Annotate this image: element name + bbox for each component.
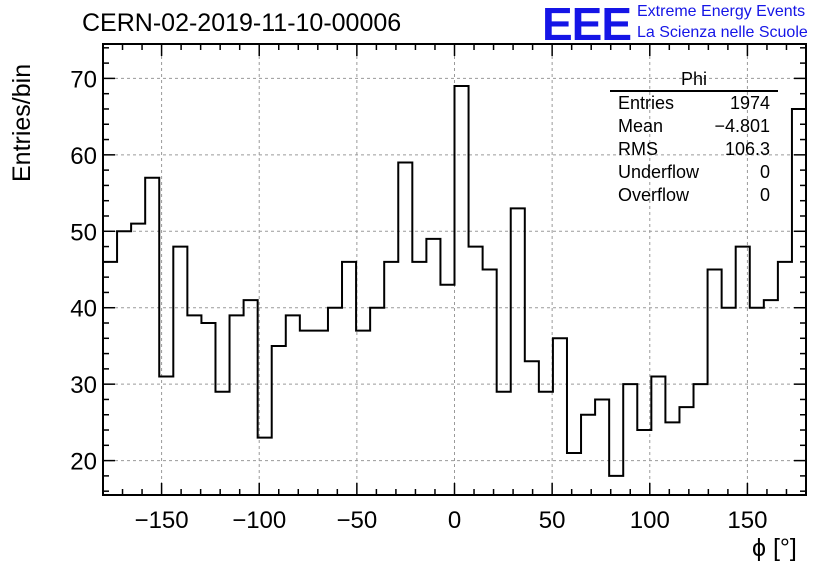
logo-tagline-1: Extreme Energy Events [637,3,806,20]
histogram-bin [679,407,693,495]
histogram-bin [665,422,679,495]
histogram-bin [342,262,356,495]
x-tick-label: −50 [337,507,378,534]
y-tick-label: 20 [70,449,97,476]
histogram-bin [694,384,708,495]
stats-row-overflow: Overflow 0 [610,184,778,207]
stats-value: 106.3 [724,139,770,159]
histogram-bin [469,247,483,495]
histogram-bin [173,247,187,495]
histogram-bin [595,399,609,495]
x-tick-label: −100 [232,507,286,534]
stats-row-rms: RMS 106.3 [610,138,778,161]
histogram-bin [750,308,764,495]
stats-value: 0 [759,162,770,182]
y-tick-label: 40 [70,296,97,323]
stats-label: Mean [618,116,664,136]
histogram-bin [623,384,637,495]
logo-tagline-2: La Scienza nelle Scuole [637,24,808,41]
histogram-bin [764,300,778,495]
histogram-bin [567,453,581,495]
histogram-bin [426,239,440,495]
histogram-bin [145,178,159,495]
x-tick-label: 100 [630,507,670,534]
histogram-bin [384,262,398,495]
histogram-bin [314,331,328,495]
x-axis-label: ϕ [°] [752,534,797,562]
histogram-bin [651,377,665,495]
x-tick-label: 0 [448,507,461,534]
histogram-bin [539,392,553,495]
y-tick-label: 50 [70,219,97,246]
histogram-bin [201,323,215,495]
stats-row-entries: Entries 1974 [610,92,778,115]
histogram-bin [525,361,539,495]
histogram-bin [581,415,595,495]
histogram-bin [511,208,525,495]
stats-row-underflow: Underflow 0 [610,161,778,184]
y-tick-label: 30 [70,372,97,399]
histogram-bin [455,86,469,495]
y-tick-label: 70 [70,66,97,93]
histogram-bin [440,285,454,495]
histogram-bin [398,162,412,495]
x-tick-label: −150 [135,507,189,534]
stats-label: Overflow [618,185,690,205]
y-tick-label: 60 [70,143,97,170]
stats-value: 0 [759,185,770,205]
stats-title: Phi [610,68,778,92]
histogram-bin [722,308,736,495]
histogram-bin [286,315,300,495]
stats-box: Phi Entries 1974 Mean −4.801 RMS 106.3 U… [610,68,778,207]
histogram-bin [792,109,806,495]
stats-label: Underflow [618,162,700,182]
histogram-bin [159,377,173,495]
histogram-bin [370,308,384,495]
histogram-bin [272,346,286,495]
histogram-bin [736,247,750,495]
histogram-bin [356,331,370,495]
x-tick-label: 150 [727,507,767,534]
histogram-bin [187,315,201,495]
stats-value: 1974 [729,93,770,113]
run-title: CERN-02-2019-11-10-00006 [82,9,402,37]
eee-logo: EEE [542,0,632,50]
stats-label: Entries [618,93,675,113]
histogram-bin [230,315,244,495]
stats-row-mean: Mean −4.801 [610,115,778,138]
histogram-bin [497,392,511,495]
x-tick-label: 50 [539,507,566,534]
histogram-bin [131,224,145,495]
histogram-bin [244,300,258,495]
stats-label: RMS [618,139,658,159]
y-axis-label: Entries/bin [8,63,36,182]
histogram-bin [215,392,229,495]
histogram-bin [328,308,342,495]
histogram-bin [483,270,497,496]
histogram-line [103,85,806,477]
histogram-bin [553,338,567,495]
histogram-bin [117,231,131,495]
histogram-bin [778,262,792,495]
stats-value: −4.801 [714,116,770,136]
histogram-bin [412,262,426,495]
histogram-bin [300,331,314,495]
histogram-bin [708,270,722,496]
